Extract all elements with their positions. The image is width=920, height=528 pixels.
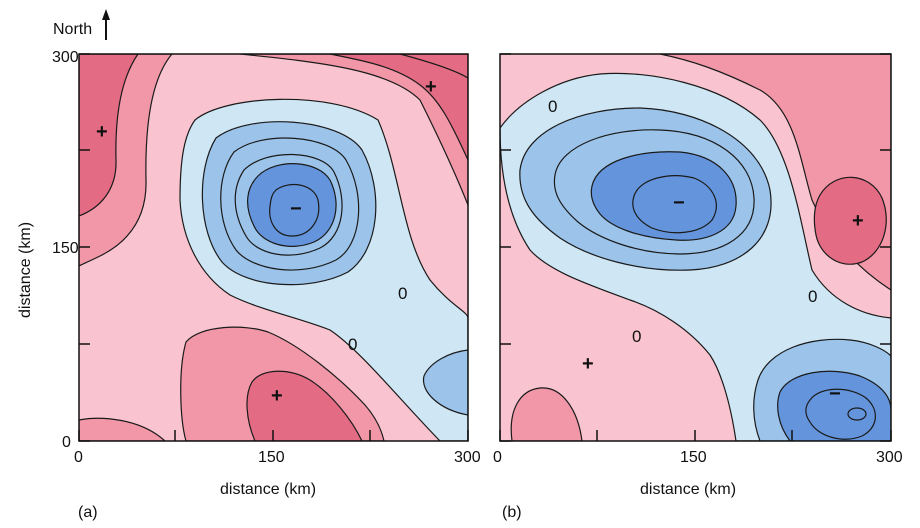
panel-b-contours	[500, 54, 891, 441]
x-tick-label: 0	[74, 449, 83, 466]
zero-contour-label: 0	[398, 284, 407, 303]
x-tick-label: 150	[258, 449, 285, 466]
negative-region	[422, 349, 468, 416]
contour-line	[553, 129, 755, 255]
contour-line	[234, 153, 343, 256]
zero-contour-label: 0	[548, 97, 557, 116]
contour-line	[220, 137, 360, 271]
y-tick-label: 300	[52, 49, 79, 66]
x-tick-label: 0	[493, 449, 502, 466]
y-tick-label: 150	[52, 240, 79, 257]
x-tick-label: 300	[454, 449, 481, 466]
negative-region	[247, 163, 337, 247]
contour-line	[632, 175, 717, 234]
positive-region	[329, 54, 468, 161]
negative-region	[777, 370, 891, 441]
positive-region	[246, 370, 363, 441]
panel-label: (b)	[502, 504, 522, 521]
panel-a-ticks	[78, 53, 469, 442]
x-tick-label: 300	[876, 449, 903, 466]
positive-region	[813, 176, 887, 265]
plus-marker: +	[425, 76, 437, 98]
contour-line	[847, 407, 867, 421]
north-label: North	[53, 21, 92, 38]
y-tick-label: 0	[62, 434, 71, 451]
plus-marker: +	[96, 121, 108, 143]
plus-marker: +	[582, 353, 594, 375]
x-tick-label: 150	[680, 449, 707, 466]
plus-marker: +	[852, 210, 864, 232]
negative-region	[590, 151, 737, 241]
minus-marker: −	[290, 198, 302, 220]
x-axis-label: distance (km)	[220, 481, 316, 498]
positive-region	[510, 387, 583, 441]
minus-marker: −	[829, 383, 841, 405]
contour-line	[269, 183, 320, 237]
north-indicator: North	[53, 9, 110, 40]
plus-marker: +	[271, 385, 283, 407]
panel-a: + + + − 0 0 300 150 0 0 150 300 distance…	[17, 49, 481, 521]
contour-line	[399, 54, 468, 79]
zero-contour-label: 0	[632, 327, 641, 346]
panel-label: (a)	[78, 504, 98, 521]
zero-contour-label: 0	[348, 335, 357, 354]
x-axis-label: distance (km)	[640, 481, 736, 498]
panel-a-contours	[79, 54, 468, 441]
y-axis-label: distance (km)	[17, 222, 34, 318]
north-arrowhead-icon	[102, 9, 110, 20]
positive-region	[239, 54, 468, 206]
minus-marker: −	[673, 192, 685, 214]
contour-line	[805, 388, 876, 440]
zero-contour-label: 0	[808, 287, 817, 306]
panel-b-ticks	[499, 53, 892, 442]
panel-b: + + − − 0 0 0 0 150 300 distance (km) (b…	[493, 53, 903, 521]
positive-region	[79, 54, 139, 217]
